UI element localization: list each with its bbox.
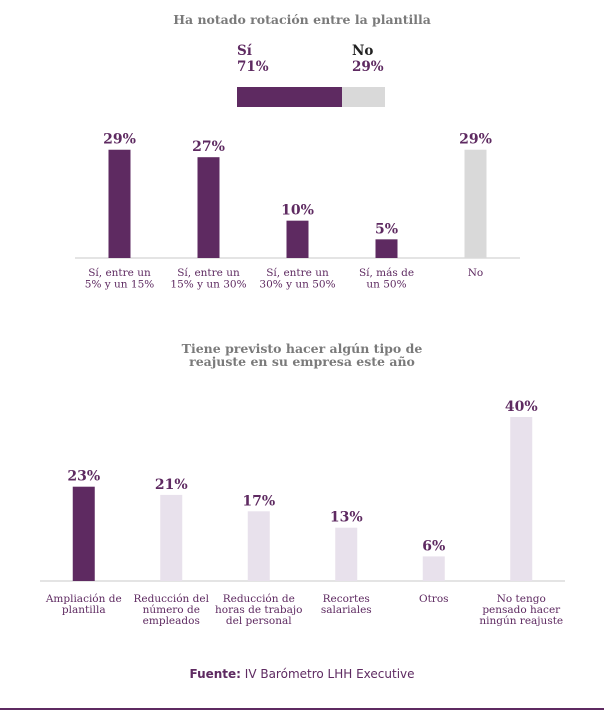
- bottom-rule: [0, 708, 604, 710]
- chart2-bar: [247, 511, 270, 581]
- chart2-category-label: ningún reajuste: [479, 615, 563, 627]
- source-note: Fuente: IV Barómetro LHH Executive: [0, 667, 604, 681]
- chart2-value-label: 23%: [67, 469, 100, 485]
- chart2-category-label: plantilla: [62, 604, 106, 616]
- chart1-category-label: 30% y un 50%: [259, 279, 335, 291]
- chart1-value-label: 27%: [192, 139, 225, 155]
- chart2-category-label: empleados: [143, 615, 200, 627]
- chart2-category-label: Recortes: [323, 593, 370, 605]
- chart1-title: Ha notado rotación entre la plantilla: [173, 12, 431, 27]
- chart1-value-label: 10%: [281, 203, 314, 219]
- chart2-category-label: No tengo: [497, 593, 546, 605]
- chart2-value-label: 17%: [242, 493, 275, 509]
- chart1-bar: [464, 149, 487, 258]
- chart2-title-line1: Tiene previsto hacer algún tipo de: [181, 341, 423, 356]
- summary-no-bar: [342, 87, 385, 107]
- chart2-value-label: 6%: [422, 538, 445, 554]
- summary-yes-label: Sí: [237, 43, 252, 59]
- chart2-category-label: Otros: [419, 593, 449, 605]
- chart2-category-label: pensado hacer: [482, 604, 561, 616]
- chart2-category-label: salariales: [321, 604, 372, 616]
- chart2-bar: [335, 527, 358, 581]
- chart2-value-label: 13%: [330, 510, 363, 526]
- chart1-category-label: No: [468, 267, 484, 279]
- chart1-bar: [108, 149, 131, 258]
- chart1-category-label: Sí, entre un: [88, 267, 151, 279]
- chart1-category-label: 5% y un 15%: [85, 279, 154, 291]
- chart1-value-label: 5%: [375, 221, 398, 237]
- chart1-category-label: Sí, más de: [359, 267, 414, 279]
- chart1-category-label: Sí, entre un: [177, 267, 240, 279]
- chart1-category-label: 15% y un 30%: [170, 279, 246, 291]
- chart2-category-label: Reducción de: [223, 593, 295, 605]
- chart2-bar: [160, 494, 183, 581]
- summary-no-value: 29%: [352, 59, 384, 75]
- chart2-value-label: 40%: [505, 399, 538, 415]
- chart1-value-label: 29%: [103, 132, 136, 148]
- chart2-bar: [422, 556, 445, 581]
- summary-no-label: No: [352, 43, 374, 59]
- chart1-value-label: 29%: [459, 132, 492, 148]
- chart2-bar: [72, 486, 95, 581]
- chart2-title-line2: reajuste en su empresa este año: [189, 354, 415, 369]
- summary-yes-value: 71%: [237, 59, 269, 75]
- chart2-category-label: número de: [143, 604, 200, 616]
- chart2-category-label: horas de trabajo: [215, 604, 302, 616]
- summary-yes-bar: [237, 87, 342, 107]
- chart1-category-label: un 50%: [366, 279, 406, 291]
- source-text: IV Barómetro LHH Executive: [240, 667, 415, 681]
- chart2-category-label: Reducción del: [134, 593, 210, 605]
- chart2-value-label: 21%: [155, 477, 188, 493]
- chart1-bar: [197, 157, 220, 258]
- chart1-bar: [286, 220, 309, 258]
- chart2-bar: [510, 417, 533, 581]
- chart1-category-label: Sí, entre un: [266, 267, 329, 279]
- chart2-category-label: Ampliación de: [45, 593, 122, 605]
- chart2-category-label: del personal: [226, 615, 292, 627]
- chart1-bar: [375, 239, 398, 258]
- source-label: Fuente:: [189, 667, 241, 681]
